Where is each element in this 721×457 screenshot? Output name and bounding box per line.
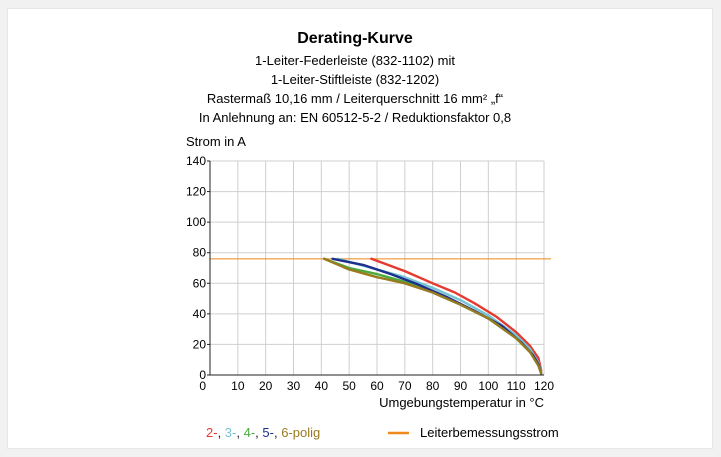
y-tick-label: 20 bbox=[193, 337, 207, 351]
legend-entry-3: 3- bbox=[225, 425, 237, 440]
legend-reference-label: Leiterbemessungsstrom bbox=[420, 425, 559, 440]
x-axis-label: Umgebungstemperatur in °C bbox=[379, 395, 544, 410]
legend-separator: , bbox=[218, 425, 225, 440]
x-tick-label: 80 bbox=[426, 379, 440, 393]
chart-subtitle-line-2: 1-Leiter-Stiftleiste (832-1202) bbox=[271, 72, 439, 87]
x-tick-label: 90 bbox=[454, 379, 468, 393]
legend-entry-2: 2- bbox=[206, 425, 218, 440]
chart-subtitle-line-4: In Anlehnung an: EN 60512-5-2 / Reduktio… bbox=[199, 110, 511, 125]
legend-separator: , bbox=[274, 425, 281, 440]
series-line-6 bbox=[322, 257, 543, 375]
legend-separator: , bbox=[255, 425, 262, 440]
series-line-2 bbox=[370, 257, 543, 372]
y-tick-label: 40 bbox=[193, 307, 207, 321]
legend-separator: , bbox=[236, 425, 243, 440]
legend-entry-5: 5- bbox=[262, 425, 274, 440]
series-layer bbox=[322, 257, 543, 375]
derating-chart: Derating-Kurve 1-Leiter-Federleiste (832… bbox=[186, 30, 559, 440]
x-tick-label: 10 bbox=[231, 379, 245, 393]
axes bbox=[209, 161, 544, 376]
chart-subtitle-line-1: 1-Leiter-Federleiste (832-1102) mit bbox=[255, 53, 455, 68]
x-tick-label: 70 bbox=[398, 379, 412, 393]
y-tick-label: 120 bbox=[186, 185, 206, 199]
series-line-5 bbox=[331, 257, 543, 375]
tick-labels: 0 20 40 60 80 100 120 140 10 20 30 40 50 60 70 80 90 100 1… bbox=[186, 154, 554, 393]
x-tick-label: 40 bbox=[315, 379, 329, 393]
y-tick-label: 100 bbox=[186, 215, 206, 229]
legend: 2-, 3-, 4-, 5-, 6-polig Leiterbemessungs… bbox=[206, 425, 559, 440]
x-origin-label: 0 bbox=[199, 379, 206, 393]
y-tick-label: 60 bbox=[193, 276, 207, 290]
x-tick-label: 60 bbox=[370, 379, 384, 393]
x-tick-label: 20 bbox=[259, 379, 273, 393]
y-axis-label: Strom in A bbox=[186, 134, 246, 149]
y-tick-label: 140 bbox=[186, 154, 206, 168]
y-tick-label: 80 bbox=[193, 246, 207, 260]
legend-suffix: polig bbox=[293, 425, 320, 440]
x-tick-label: 110 bbox=[507, 379, 526, 393]
chart-card: Derating-Kurve 1-Leiter-Federleiste (832… bbox=[7, 8, 713, 449]
grid bbox=[210, 160, 545, 376]
legend-entry-4: 4- bbox=[244, 425, 256, 440]
legend-series-text: 2-, 3-, 4-, 5-, 6-polig bbox=[206, 425, 320, 440]
x-tick-label: 30 bbox=[287, 379, 301, 393]
legend-entry-6: 6- bbox=[281, 425, 293, 440]
x-tick-label: 120 bbox=[534, 379, 554, 393]
chart-title: Derating-Kurve bbox=[297, 30, 413, 47]
x-tick-label: 50 bbox=[342, 379, 356, 393]
y-tick-label: 0 bbox=[199, 368, 206, 382]
x-tick-label: 100 bbox=[478, 379, 498, 393]
chart-subtitle-line-3: Rastermaß 10,16 mm / Leiterquerschnitt 1… bbox=[207, 91, 503, 106]
